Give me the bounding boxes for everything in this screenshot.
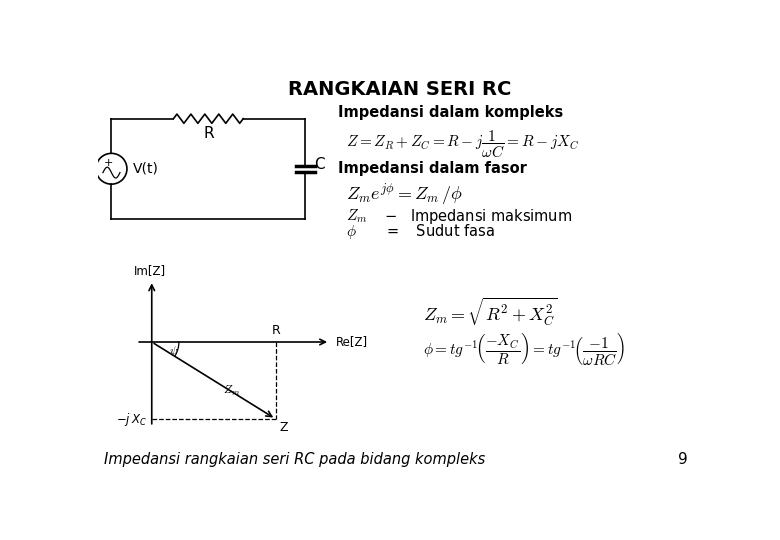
Text: RANGKAIAN SERI RC: RANGKAIAN SERI RC [288,80,512,99]
Text: $\phi$: $\phi$ [346,222,356,241]
Text: V(t): V(t) [133,162,159,176]
Text: $Z_m$: $Z_m$ [346,207,367,225]
Text: $=$   Sudut fasa: $=$ Sudut fasa [385,222,495,239]
Text: Impedansi dalam kompleks: Impedansi dalam kompleks [338,105,563,120]
Text: Re[Z]: Re[Z] [336,335,368,348]
Text: $\phi = tg^{-1}\!\left(\dfrac{-X_C}{R}\right) = tg^{-1}\!\left(\dfrac{-1}{\omega: $\phi = tg^{-1}\!\left(\dfrac{-X_C}{R}\r… [423,330,625,367]
Text: C: C [314,157,325,172]
Text: Impedansi dalam fasor: Impedansi dalam fasor [338,161,526,176]
Text: $-$   Impedansi maksimum: $-$ Impedansi maksimum [385,207,573,226]
Text: $Z = Z_R + Z_C = R - j\dfrac{1}{\omega C} = R - jX_C$: $Z = Z_R + Z_C = R - j\dfrac{1}{\omega C… [346,128,579,160]
Text: $Z_m = \sqrt{R^2 + X_C^2}$: $Z_m = \sqrt{R^2 + X_C^2}$ [423,296,558,328]
Text: $Z_m e^{j\phi} = Z_m \,/\phi$: $Z_m e^{j\phi} = Z_m \,/\phi$ [346,182,463,207]
Text: $-j\, X_C$: $-j\, X_C$ [116,410,147,428]
Text: Im[Z]: Im[Z] [134,264,166,276]
Text: $\psi$: $\psi$ [169,344,178,358]
Text: R: R [271,325,280,338]
Text: R: R [203,126,214,141]
Text: +: + [104,158,113,168]
Text: Z: Z [279,421,288,434]
Text: 9: 9 [679,452,688,467]
Text: $Z_m$: $Z_m$ [223,383,240,397]
Text: Impedansi rangkaian seri RC pada bidang kompleks: Impedansi rangkaian seri RC pada bidang … [104,452,485,467]
